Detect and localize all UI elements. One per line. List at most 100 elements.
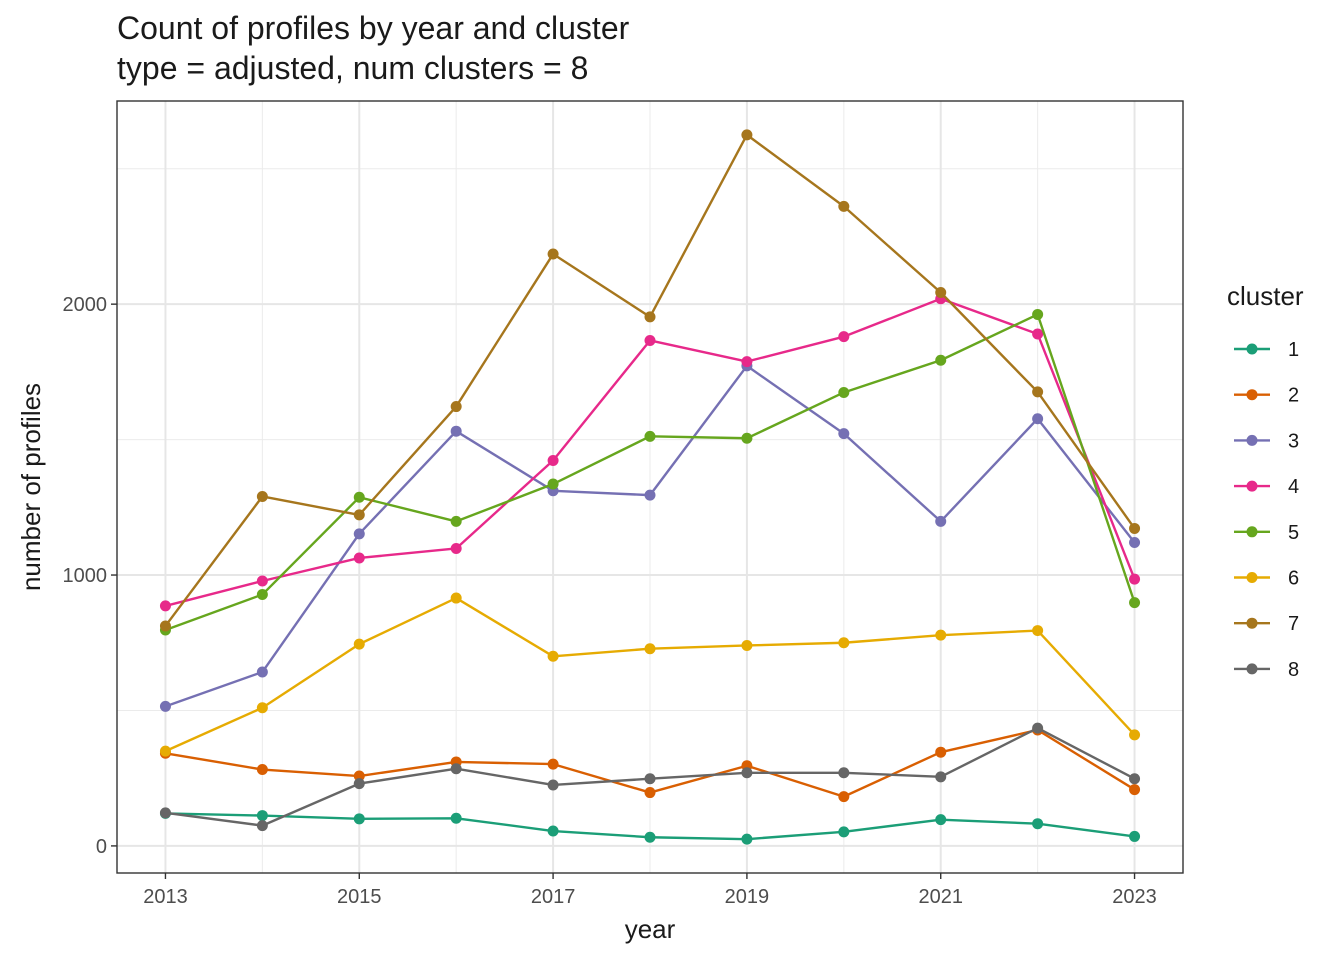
series-layer <box>159 129 1141 845</box>
data-point <box>741 833 753 845</box>
data-point <box>644 831 656 843</box>
legend-label: 8 <box>1288 659 1299 681</box>
data-point <box>935 746 947 758</box>
legend-label: 3 <box>1288 430 1299 452</box>
legend-item-7: 7 <box>1234 613 1299 635</box>
data-point <box>838 386 850 398</box>
legend-key-point <box>1246 343 1258 355</box>
x-tick-label: 2019 <box>725 886 770 908</box>
data-point <box>838 637 850 649</box>
data-point <box>450 401 462 413</box>
x-tick-label: 2015 <box>337 886 382 908</box>
legend: cluster 1 2 3 4 5 6 7 8 <box>1227 281 1304 681</box>
data-point <box>1129 784 1141 796</box>
data-point <box>353 778 365 790</box>
legend-key-point <box>1246 617 1258 629</box>
data-point <box>935 354 947 366</box>
data-point <box>935 629 947 641</box>
data-point <box>256 702 268 714</box>
data-point <box>353 770 365 782</box>
data-point <box>644 430 656 442</box>
data-point <box>256 810 268 822</box>
x-tick-label: 2023 <box>1112 886 1157 908</box>
data-point <box>741 767 753 779</box>
data-point <box>838 200 850 212</box>
panel-border <box>116 100 1184 874</box>
legend-key-point <box>1246 389 1258 401</box>
data-point <box>547 650 559 662</box>
data-point <box>256 820 268 832</box>
data-point <box>838 767 850 779</box>
data-point <box>353 813 365 825</box>
data-point <box>644 787 656 799</box>
legend-item-2: 2 <box>1234 385 1299 407</box>
series-8 <box>159 722 1141 832</box>
data-point <box>450 425 462 437</box>
data-point <box>450 542 462 554</box>
data-point <box>159 807 171 819</box>
axes-layer: 2013 2015 2017 2019 2021 2023 0 1000 2000 <box>63 294 1157 908</box>
data-point <box>353 528 365 540</box>
legend-item-1: 1 <box>1234 339 1299 361</box>
data-point <box>256 589 268 601</box>
series-7 <box>159 129 1141 632</box>
x-tick-label: 2017 <box>531 886 576 908</box>
data-point <box>547 478 559 490</box>
legend-label: 7 <box>1288 613 1299 635</box>
series-3 <box>159 360 1141 712</box>
data-point <box>1129 597 1141 609</box>
data-point <box>256 666 268 678</box>
data-point <box>644 489 656 501</box>
data-point <box>741 639 753 651</box>
legend-label: 4 <box>1288 476 1299 498</box>
legend-label: 6 <box>1288 568 1299 590</box>
data-point <box>644 311 656 323</box>
data-point <box>1032 722 1044 734</box>
x-tick-label: 2021 <box>918 886 963 908</box>
data-point <box>935 287 947 299</box>
data-point <box>1129 773 1141 785</box>
data-point <box>1032 328 1044 340</box>
data-point <box>353 638 365 650</box>
data-point <box>256 490 268 502</box>
series-4 <box>159 293 1141 612</box>
data-point <box>935 515 947 527</box>
data-point <box>838 791 850 803</box>
data-point <box>741 129 753 141</box>
data-point <box>159 700 171 712</box>
series-6 <box>159 592 1141 757</box>
data-point <box>256 764 268 776</box>
legend-key-point <box>1246 572 1258 583</box>
data-point <box>159 620 171 632</box>
chart-title: Count of profiles by year and cluster <box>117 10 630 46</box>
data-point <box>547 758 559 770</box>
data-point <box>547 454 559 466</box>
data-point <box>741 356 753 368</box>
legend-item-5: 5 <box>1234 522 1299 544</box>
data-point <box>1129 830 1141 842</box>
chart-subtitle: type = adjusted, num clusters = 8 <box>117 50 589 86</box>
data-point <box>644 773 656 785</box>
legend-key-point <box>1246 434 1258 446</box>
data-point <box>1032 386 1044 398</box>
data-point <box>1129 537 1141 549</box>
data-point <box>838 428 850 440</box>
y-axis-title: number of profiles <box>16 383 46 591</box>
data-point <box>353 491 365 503</box>
data-point <box>450 763 462 775</box>
data-point <box>547 248 559 260</box>
data-point <box>450 812 462 824</box>
data-point <box>353 552 365 564</box>
data-point <box>1129 573 1141 585</box>
data-point <box>450 515 462 527</box>
legend-key-point <box>1246 526 1258 538</box>
data-point <box>353 509 365 521</box>
legend-item-6: 6 <box>1234 568 1299 590</box>
data-point <box>1129 522 1141 534</box>
legend-item-3: 3 <box>1234 430 1299 452</box>
data-point <box>935 771 947 783</box>
legend-title: cluster <box>1227 281 1304 311</box>
data-point <box>1032 625 1044 637</box>
data-point <box>547 825 559 837</box>
